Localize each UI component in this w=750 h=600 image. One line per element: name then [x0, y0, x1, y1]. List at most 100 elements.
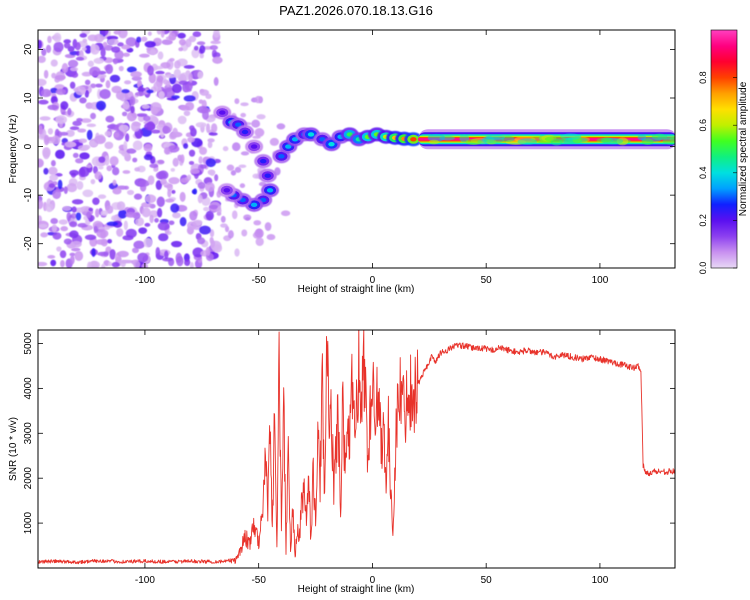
noise-blob — [144, 41, 156, 48]
noise-blob — [69, 66, 79, 72]
snr-y-tick-label: 2000 — [23, 467, 34, 490]
noise-blob — [53, 41, 64, 53]
noise-blob — [99, 88, 111, 100]
noise-blob — [214, 174, 219, 182]
noise-blob — [179, 217, 187, 227]
noise-blob — [130, 121, 141, 132]
noise-blob — [138, 227, 148, 234]
spectrogram-y-tick-label: 20 — [23, 43, 34, 55]
noise-blob — [111, 46, 121, 53]
noise-blob — [143, 237, 153, 248]
colorbar-tick-label: 0.4 — [698, 167, 708, 180]
noise-blob — [116, 201, 126, 211]
noise-blob — [64, 141, 77, 148]
noise-blob — [176, 256, 184, 267]
noise-blob — [102, 41, 108, 47]
noise-blob — [157, 221, 170, 231]
noise-blob — [234, 166, 242, 173]
noise-blob — [79, 152, 90, 160]
track-blob-core — [410, 137, 417, 142]
noise-blob — [160, 30, 165, 38]
noise-blob — [234, 98, 240, 105]
noise-blob — [53, 32, 62, 43]
noise-blob — [133, 260, 141, 268]
noise-blob — [220, 223, 228, 228]
noise-blob — [155, 70, 165, 75]
noise-blob — [118, 124, 129, 132]
noise-blob — [124, 133, 130, 142]
noise-blob — [252, 173, 260, 179]
track-blob-core — [250, 144, 258, 149]
noise-blob — [111, 215, 118, 222]
noise-blob — [54, 75, 66, 81]
noise-blob — [106, 221, 119, 227]
noise-blob — [76, 180, 84, 190]
snr-y-axis: 1000 2000 3000 4000 5000 — [23, 332, 675, 534]
noise-blob — [178, 38, 187, 46]
noise-blob — [77, 222, 89, 228]
noise-blob — [209, 45, 218, 51]
noise-blob — [163, 147, 171, 155]
noise-blob — [69, 81, 76, 89]
noise-blob — [202, 110, 209, 120]
noise-blob — [43, 167, 49, 175]
noise-blob — [168, 177, 180, 185]
noise-blob — [38, 125, 43, 135]
noise-blob — [74, 250, 84, 262]
track-blob-core — [264, 173, 271, 178]
stable-line-texture — [651, 133, 668, 141]
noise-blob — [195, 122, 207, 128]
noise-blob — [183, 65, 195, 69]
noise-blob — [122, 235, 134, 241]
noise-blob — [58, 219, 68, 225]
noise-blob — [86, 123, 97, 128]
noise-blob — [107, 261, 113, 267]
noise-blob — [199, 225, 211, 235]
noise-blob — [239, 183, 246, 189]
noise-blob — [122, 170, 131, 174]
spectrogram-x-tick-label: 50 — [481, 275, 493, 286]
noise-blob — [143, 143, 153, 152]
noise-blob — [113, 132, 120, 138]
noise-blob — [59, 250, 67, 259]
noise-blob — [45, 203, 54, 213]
noise-blob — [155, 180, 162, 191]
noise-blob — [90, 112, 96, 120]
noise-blob — [209, 170, 215, 176]
noise-blob — [91, 247, 96, 257]
noise-blob — [97, 194, 107, 199]
noise-blob — [72, 152, 79, 158]
noise-blob — [269, 137, 279, 146]
snr-x-tick-label: 50 — [481, 575, 493, 586]
noise-blob — [157, 51, 164, 60]
noise-blob — [133, 193, 143, 200]
noise-blob — [74, 207, 85, 213]
noise-blob — [70, 255, 75, 265]
noise-blob — [167, 145, 180, 153]
noise-blob — [124, 80, 132, 85]
noise-blob — [105, 80, 111, 89]
noise-blob — [192, 31, 202, 38]
colorbar: 0.0 0.2 0.4 0.6 0.8 Normalized spectral ampl… — [698, 29, 749, 274]
noise-blob — [240, 102, 249, 107]
noise-blob — [136, 87, 146, 92]
noise-blob — [45, 44, 52, 54]
noise-blob — [121, 44, 131, 50]
noise-blob — [90, 83, 97, 89]
noise-blob — [38, 261, 48, 267]
noise-blob — [126, 111, 137, 122]
noise-blob — [43, 150, 50, 160]
noise-blob — [83, 144, 91, 150]
noise-blob — [112, 179, 117, 186]
noise-blob — [132, 157, 138, 163]
noise-blob — [100, 210, 109, 216]
noise-blob — [57, 179, 63, 190]
noise-blob — [220, 215, 226, 223]
spectrogram-x-axis: -100 -50 0 50 100 — [135, 30, 609, 286]
track-blob-core — [250, 202, 258, 208]
noise-blob — [107, 238, 113, 244]
track-blob-core — [235, 122, 242, 127]
noise-blob — [87, 261, 92, 268]
noise-blob — [150, 106, 159, 116]
